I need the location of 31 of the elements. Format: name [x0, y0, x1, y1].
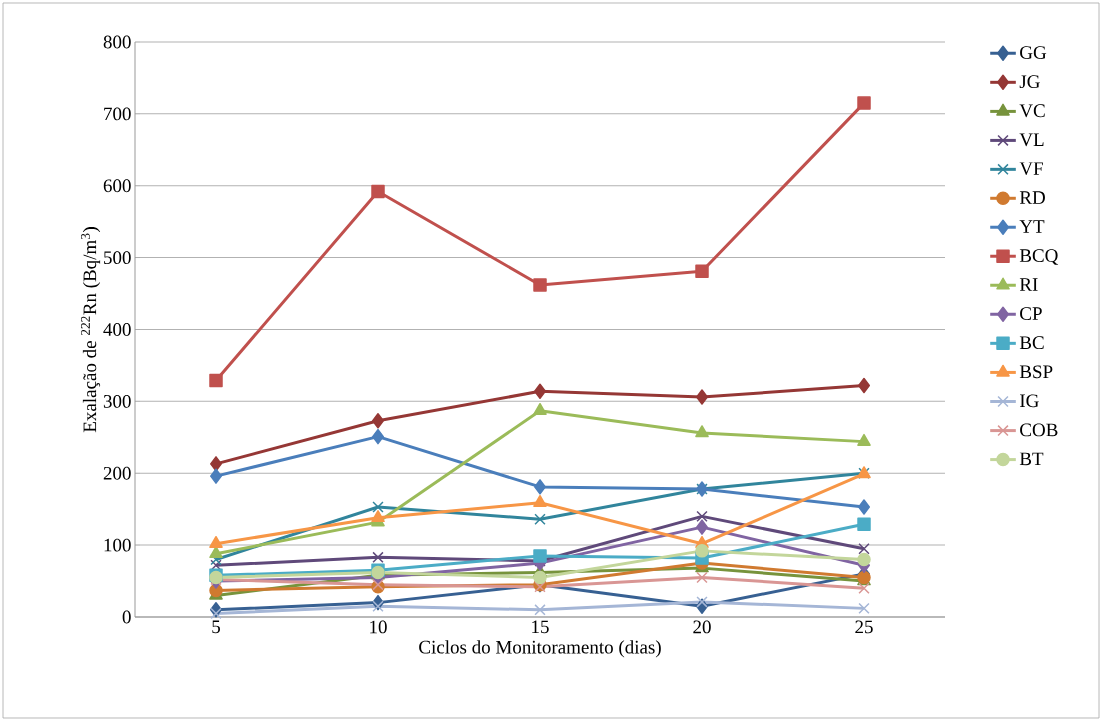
x-axis-title: Ciclos do Monitoramento (dias): [419, 640, 661, 658]
y-tick-label: 0: [122, 610, 131, 624]
legend-label: RI: [1019, 278, 1038, 291]
legend-label: VF: [1019, 162, 1043, 176]
x-tick-label: 5: [212, 620, 221, 634]
y-tick-label: 600: [103, 179, 131, 193]
legend-label: BCQ: [1019, 249, 1059, 265]
y-tick-label: 200: [103, 466, 131, 480]
y-tick-label: 400: [103, 323, 131, 336]
legend-label: BSP: [1019, 365, 1053, 379]
legend-label: GG: [1020, 46, 1047, 59]
x-tick-label: 10: [370, 620, 387, 634]
legend-label: JG: [1019, 75, 1040, 89]
y-axis-title: Exalação de $^{222}$Rn (Bq/m$^{3}$): [80, 227, 101, 433]
legend-label: YT: [1019, 220, 1045, 233]
legend-label: COB: [1020, 423, 1058, 437]
x-tick-label: 20: [693, 620, 711, 634]
legend-label: RD: [1019, 191, 1045, 204]
legend-label: VL: [1019, 133, 1044, 147]
y-tick-label: 100: [104, 538, 131, 552]
y-tick-label: 800: [103, 35, 131, 49]
legend-label: CP: [1020, 307, 1042, 320]
y-tick-label: 300: [103, 394, 131, 408]
legend-label: IG: [1020, 394, 1039, 408]
legend-label: BT: [1019, 452, 1044, 466]
y-tick-label: 700: [104, 107, 131, 121]
y-tick-label: 500: [104, 251, 131, 265]
x-tick-label: 15: [532, 620, 549, 634]
x-tick-label: 25: [855, 620, 873, 634]
legend-label: VC: [1019, 104, 1045, 118]
legend-label: BC: [1019, 336, 1044, 350]
